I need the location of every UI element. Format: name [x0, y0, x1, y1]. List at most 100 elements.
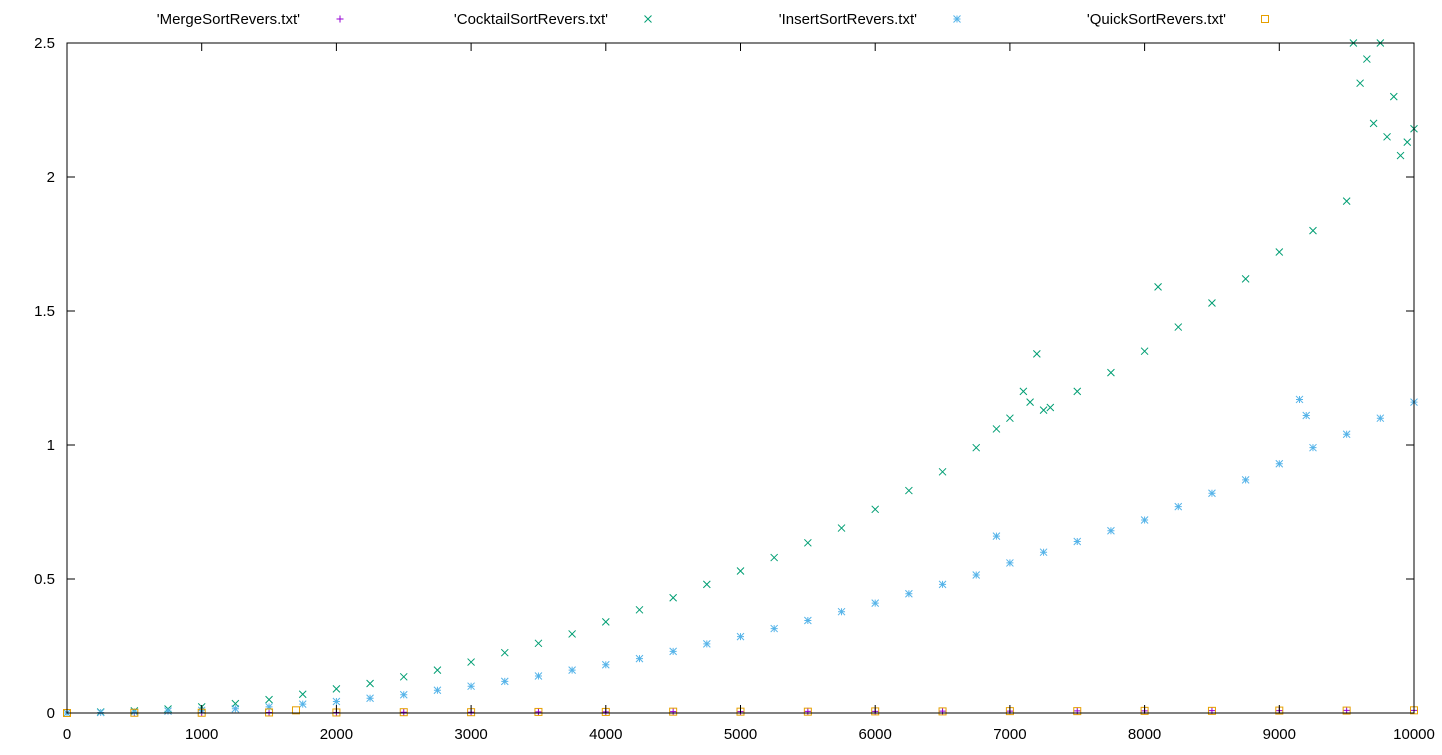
data-point [1207, 706, 1216, 715]
plot-marks [63, 39, 1418, 717]
legend-marker [1261, 15, 1269, 23]
data-point [265, 702, 273, 711]
data-point [1389, 92, 1398, 101]
data-point [366, 694, 374, 703]
data-point [433, 686, 442, 695]
data-point [1140, 347, 1149, 356]
data-point [938, 467, 947, 476]
data-point [1174, 502, 1183, 511]
data-point [1032, 350, 1041, 358]
x-tick-label: 7000 [993, 726, 1026, 743]
data-point [669, 593, 678, 602]
data-point [332, 697, 341, 706]
data-point [770, 624, 779, 633]
data-point [938, 580, 947, 589]
legend-label: 'QuickSortRevers.txt' [1087, 11, 1226, 28]
data-point [534, 639, 543, 648]
data-point [1241, 274, 1250, 283]
data-point [1208, 299, 1216, 307]
x-tick-label: 1000 [185, 726, 218, 743]
data-point [1342, 430, 1351, 439]
data-point [1073, 537, 1082, 546]
data-point [1154, 283, 1162, 291]
data-point [534, 672, 543, 680]
data-point [1342, 706, 1351, 715]
data-point [601, 618, 610, 626]
data-point [500, 648, 509, 657]
data-point [736, 567, 745, 575]
data-point [1356, 79, 1364, 88]
data-point [399, 690, 408, 699]
data-point [1208, 489, 1216, 498]
data-point [972, 443, 981, 452]
data-point [366, 679, 374, 688]
y-tick-label: 0.5 [34, 571, 55, 588]
data-point [1019, 387, 1028, 396]
data-point [1107, 526, 1115, 535]
data-point [534, 708, 542, 716]
data-point [265, 708, 274, 717]
data-point [1073, 707, 1082, 716]
data-point [130, 708, 139, 716]
data-point [1006, 559, 1014, 567]
data-point [837, 524, 846, 532]
data-point [399, 672, 408, 681]
data-point [992, 425, 1001, 433]
data-point [1039, 548, 1048, 557]
data-point [1309, 226, 1317, 235]
data-point [534, 707, 543, 716]
legend: 'MergeSortRevers.txt' 'CocktailSortRevers… [157, 11, 1269, 28]
data-point [702, 640, 711, 648]
data-point [1376, 414, 1385, 423]
data-point [1342, 197, 1351, 205]
data-point [972, 571, 981, 579]
y-tick-label: 0 [47, 705, 55, 722]
data-point [669, 647, 678, 656]
data-point [635, 605, 644, 614]
x-tick-label: 2000 [320, 726, 353, 743]
data-point [467, 658, 475, 666]
data-point [1302, 411, 1311, 420]
y-tick-label: 1 [47, 437, 55, 454]
legend-label: 'InsertSortRevers.txt' [779, 11, 917, 28]
data-point [568, 630, 576, 638]
data-point [1369, 119, 1378, 128]
data-point [1403, 138, 1412, 147]
data-point [1107, 368, 1115, 377]
data-point [939, 707, 947, 715]
data-point [164, 707, 172, 715]
data-point [1241, 475, 1250, 484]
legend-marker [953, 15, 961, 23]
data-point [433, 666, 442, 674]
y-tick-label: 1.5 [34, 303, 55, 320]
data-point [871, 599, 880, 607]
x-tick-label: 5000 [724, 726, 757, 743]
plot-frame [66, 42, 1415, 714]
data-point [992, 532, 1001, 540]
data-point [1046, 403, 1055, 412]
data-point [803, 538, 812, 547]
data-point [265, 695, 273, 704]
x-tick-label: 6000 [859, 726, 892, 743]
series-group [63, 395, 1418, 717]
data-point [1006, 414, 1014, 423]
data-point [298, 700, 307, 709]
data-point [1295, 395, 1304, 404]
data-point [1362, 55, 1371, 63]
data-point [1174, 323, 1183, 331]
data-point [601, 660, 610, 669]
data-point [803, 616, 812, 625]
y-axis: 0 0.5 1 1.5 2 2.5 [34, 35, 1414, 722]
x-axis: 0 1000 2000 3000 4000 5000 6000 7000 8000 9000 100… [63, 43, 1435, 743]
y-tick-label: 2.5 [34, 35, 55, 52]
data-point [500, 677, 509, 686]
data-point [938, 707, 947, 716]
data-point [1275, 459, 1284, 468]
data-point [669, 708, 677, 716]
data-point [1073, 387, 1082, 396]
data-point [1039, 406, 1048, 415]
data-point [399, 708, 408, 717]
data-point [1140, 516, 1149, 524]
data-point [837, 607, 846, 616]
